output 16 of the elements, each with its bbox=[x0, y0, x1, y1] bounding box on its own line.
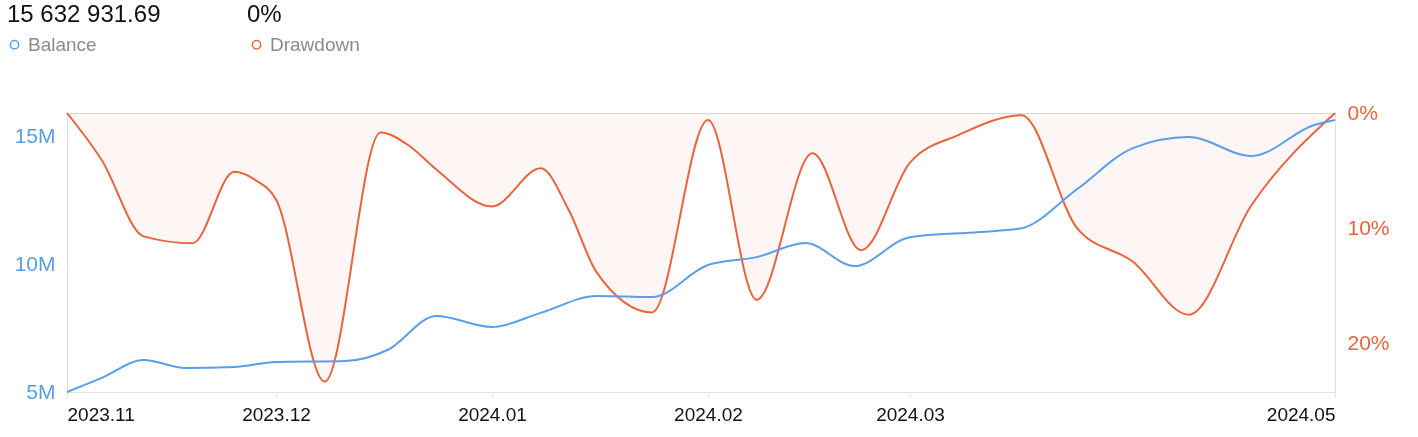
y-tick-label: 15M bbox=[14, 123, 56, 147]
x-tick-label: 2023.11 bbox=[67, 403, 135, 425]
legend-label: Balance bbox=[28, 33, 97, 55]
text: 0% bbox=[247, 0, 282, 27]
text: 15 632 931.69 bbox=[7, 0, 161, 27]
x-tick-label: 2024.05 bbox=[1266, 403, 1336, 425]
y2-tick-label: 0% bbox=[1347, 100, 1378, 124]
x-tick-label: 2023.12 bbox=[242, 403, 311, 425]
x-tick-label: 2024.03 bbox=[876, 403, 945, 425]
y2-tick-label: 20% bbox=[1347, 331, 1390, 355]
x-tick-label: 2024.02 bbox=[674, 403, 743, 425]
y-tick-label: 5M bbox=[26, 379, 56, 403]
legend-label: Drawdown bbox=[270, 33, 360, 55]
x-tick-label: 2024.01 bbox=[458, 403, 527, 425]
y2-tick-label: 10% bbox=[1347, 215, 1390, 239]
y-tick-label: 10M bbox=[14, 251, 56, 275]
